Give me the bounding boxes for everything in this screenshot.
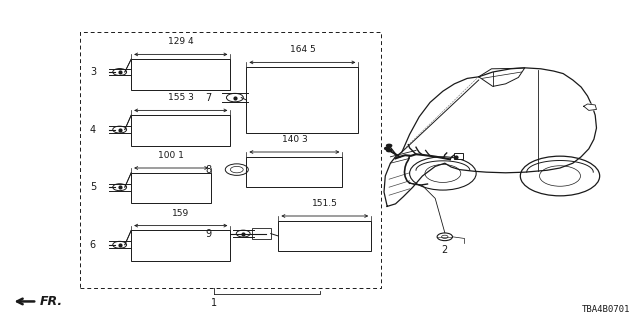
Text: 164 5: 164 5 [289,45,316,54]
Text: 5: 5 [90,182,96,192]
Text: 4: 4 [90,124,96,135]
Bar [131,59,230,90]
Bar [131,115,230,146]
Text: FR.: FR. [40,295,63,308]
Bar [131,173,211,203]
Text: 8: 8 [205,164,211,175]
Bar [246,157,342,187]
Text: 9: 9 [205,228,211,239]
Text: 1: 1 [211,298,218,308]
Bar [131,230,230,261]
Bar [454,153,463,159]
Text: 159: 159 [172,209,189,218]
Bar [252,228,271,239]
Circle shape [387,144,392,147]
Polygon shape [584,104,596,110]
Text: 129 4: 129 4 [168,37,194,46]
Bar [80,32,381,288]
Text: 3: 3 [90,67,96,77]
Circle shape [385,147,390,150]
Text: 7: 7 [205,92,211,103]
Text: 151.5: 151.5 [312,199,338,208]
Circle shape [387,149,392,152]
Text: 6: 6 [90,240,96,250]
Bar [246,67,358,133]
Bar [278,221,371,251]
Text: 100 1: 100 1 [158,151,184,160]
Text: 140 3: 140 3 [282,135,307,144]
Text: TBA4B0701: TBA4B0701 [582,305,630,314]
Text: 155 3: 155 3 [168,93,194,102]
Text: 2: 2 [442,245,448,255]
